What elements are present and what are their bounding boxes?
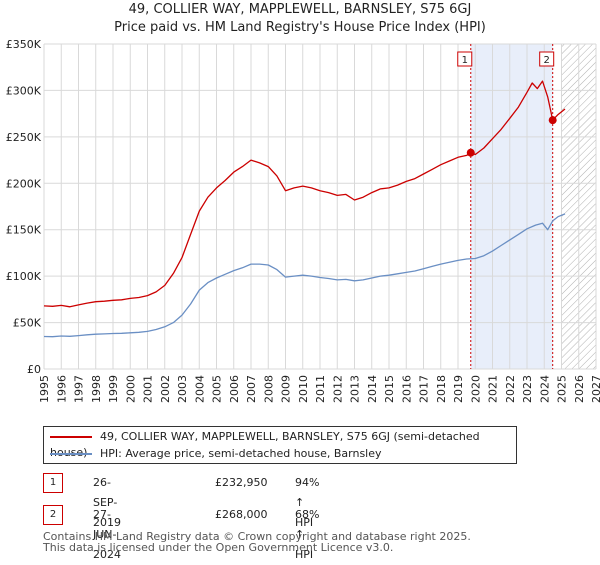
footer-copyright: Contains HM Land Registry data © Crown c… [43,530,471,543]
annotation-box [457,51,473,67]
transaction-price: £232,950 [215,476,268,489]
x-tick-label: 2010 [297,375,310,403]
x-tick-label: 1998 [90,375,103,403]
footer-license: This data is licensed under the Open Gov… [43,541,394,554]
x-tick-label: 2026 [573,375,586,403]
property-price-line [43,80,566,308]
x-tick-label: 2002 [159,375,172,403]
legend-item-hpi: HPI: Average price, semi-detached house,… [50,446,382,462]
x-tick-label: 2012 [331,375,344,403]
y-tick-label: £300K [6,84,42,97]
x-tick-label: 1997 [73,375,86,403]
legend-line-hpi [50,453,92,455]
x-tick-label: 2006 [228,375,241,403]
legend-label-hpi: HPI: Average price, semi-detached house,… [100,447,382,460]
sale-point [466,148,475,157]
x-tick-label: 2004 [193,375,206,403]
y-tick-label: £150K [6,224,42,237]
y-tick-label: £0 [27,363,41,376]
x-tick-label: 2001 [142,375,155,403]
price-chart: 1 2 £0 £50K £100K £150K £200K £250K £300K £350K 1… [6,38,600,403]
x-tick-label: 2020 [469,375,482,403]
y-tick-label: £200K [6,177,42,190]
x-tick-label: 2015 [383,375,396,403]
y-tick-label: £100K [6,270,42,283]
legend-item-property: 49, COLLIER WAY, MAPPLEWELL, BARNSLEY, S… [50,429,516,459]
x-tick-label: 2024 [538,375,551,403]
ownership-shading [470,44,553,369]
chart-legend: 49, COLLIER WAY, MAPPLEWELL, BARNSLEY, S… [43,426,517,464]
x-tick-label: 2027 [590,375,600,403]
x-tick-label: 2003 [176,375,189,403]
x-tick-label: 2021 [487,375,500,403]
hpi-line [43,213,566,338]
x-tick-label: 2016 [400,375,413,403]
transaction-price: £268,000 [215,508,268,521]
x-tick-label: 2007 [245,375,258,403]
x-tick-label: 2011 [314,375,327,403]
y-tick-label: £350K [6,38,42,51]
footer-attribution: Contains HM Land Registry data © Crown c… [43,531,471,553]
annotation-box [539,51,555,67]
x-tick-label: 2023 [521,375,534,403]
transaction-badge: 2 [43,505,63,525]
chart-title-address: 49, COLLIER WAY, MAPPLEWELL, BARNSLEY, S… [128,2,472,17]
x-tick-label: 1999 [107,375,120,403]
transaction-date: 27-JUN-2024 [93,508,121,561]
transaction-badge: 1 [43,473,63,493]
transaction-hpi-change: 68% ↑ HPI [295,508,320,561]
transaction-date: 26-SEP-2019 [93,476,121,529]
transaction-hpi-change: 94% ↑ HPI [295,476,320,529]
x-tick-label: 2025 [556,375,569,403]
x-tick-label: 2019 [452,375,465,403]
x-tick-label: 2005 [211,375,224,403]
x-tick-label: 1996 [55,375,68,403]
annotation-label: 1 [462,55,468,66]
x-tick-label: 1995 [38,375,51,403]
sale-point [548,116,557,125]
x-tick-label: 2000 [124,375,137,403]
legend-line-property [50,436,92,438]
x-tick-label: 2017 [418,375,431,403]
legend-label-property: 49, COLLIER WAY, MAPPLEWELL, BARNSLEY, S… [50,430,480,459]
x-tick-label: 2022 [504,375,517,403]
y-tick-label: £50K [13,317,42,330]
x-tick-label: 2009 [280,375,293,403]
chart-subtitle: Price paid vs. HM Land Registry's House … [114,20,486,35]
y-tick-label: £250K [6,131,42,144]
x-tick-label: 2018 [435,375,448,403]
annotation-label: 2 [544,55,550,66]
x-tick-label: 2014 [366,375,379,403]
x-tick-label: 2013 [349,375,362,403]
x-tick-label: 2008 [262,375,275,403]
